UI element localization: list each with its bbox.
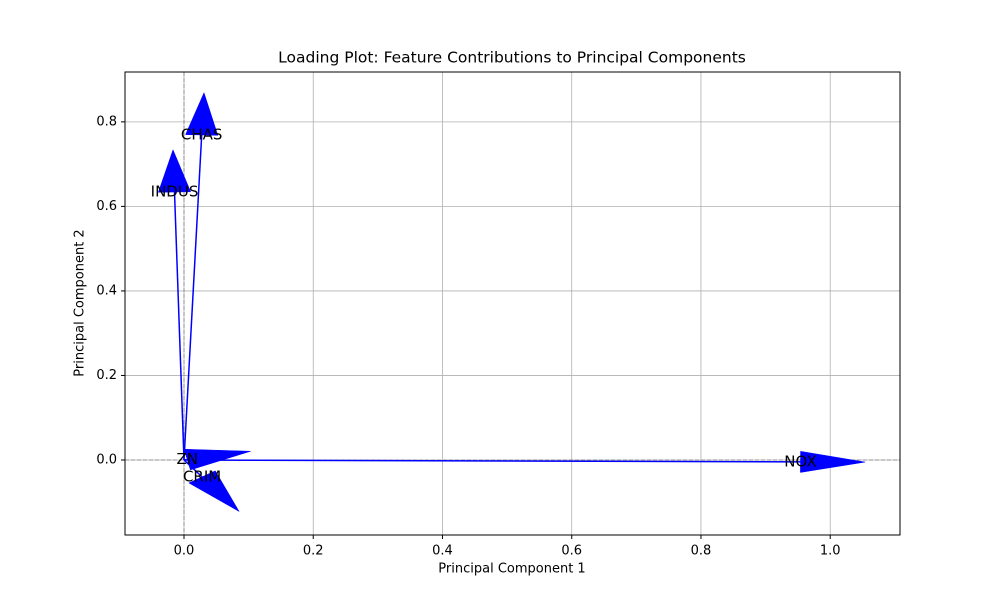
feature-label: CRIM [183, 467, 221, 485]
plot-frame [124, 71, 901, 536]
x-tick-label: 0.6 [561, 544, 582, 559]
y-tick-label: 0.4 [96, 283, 117, 298]
arrow-head [188, 470, 240, 513]
x-tick-label: 0.4 [432, 544, 453, 559]
feature-label: ZN [176, 450, 198, 468]
feature-label: INDUS [151, 183, 199, 201]
x-tick-label: 1.0 [820, 544, 841, 559]
arrow-head [800, 451, 866, 473]
y-tick-label: 0.8 [96, 114, 117, 129]
arrow-shaft [173, 192, 185, 461]
x-tick-label: 0.0 [174, 544, 195, 559]
y-tick-label: 0.0 [96, 452, 117, 467]
arrow-shaft [183, 134, 203, 461]
y-axis-label: Principal Component 2 [73, 229, 88, 376]
x-tick-label: 0.8 [691, 544, 712, 559]
arrow-head [157, 149, 192, 193]
x-axis-label: Principal Component 1 [438, 562, 585, 577]
y-tick-label: 0.2 [96, 368, 117, 383]
x-tick-label: 0.2 [303, 544, 324, 559]
chart-title: Loading Plot: Feature Contributions to P… [278, 49, 746, 67]
arrow-shaft [183, 459, 801, 463]
y-tick-label: 0.6 [96, 199, 117, 214]
arrow-head [185, 92, 219, 136]
feature-label: CHAS [181, 125, 223, 143]
feature-label: NOX [784, 452, 816, 470]
